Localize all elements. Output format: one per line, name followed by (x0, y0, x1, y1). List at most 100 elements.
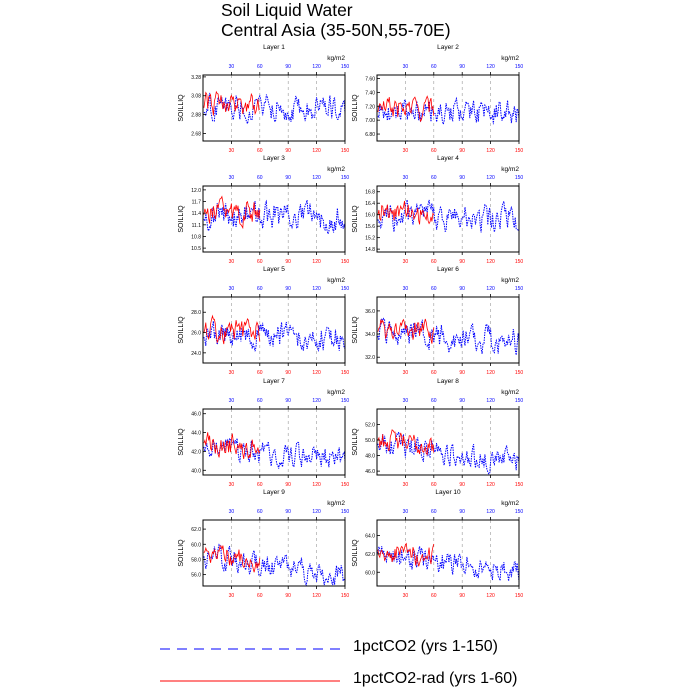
layer-1-bottom-tick-label-60: 60 (257, 148, 263, 154)
layer-4-y-tick-label-16.4: 16.4 (365, 201, 375, 207)
layer-9-y-tick-label-60.0: 60.0 (191, 542, 201, 548)
layer-9-top-tick-label-120: 120 (312, 509, 321, 515)
layer-5-top-tick-label-60: 60 (257, 286, 263, 292)
layer-7-series-1pctCO2-rad (203, 432, 261, 459)
layer-2-bottom-tick-label-150: 150 (515, 148, 524, 154)
layer-6-series-1pctCO2-rad (377, 318, 435, 344)
layer-7-y-tick-label-42.0: 42.0 (191, 449, 201, 455)
layer-9-title: Layer 9 (263, 489, 285, 496)
layer-1-top-tick-label-90: 90 (285, 64, 291, 70)
layer-2-series-1pctCO2 (377, 96, 520, 127)
layer-3-bottom-tick-label-150: 150 (341, 259, 350, 265)
layer-8-y-tick-label-46.0: 46.0 (365, 469, 375, 475)
layer-4-y-tick-label-14.8: 14.8 (365, 247, 375, 253)
layer-6-bottom-tick-label-150: 150 (515, 370, 524, 376)
layer-7-bottom-tick-label-120: 120 (312, 482, 321, 488)
layer-2-bottom-tick-label-120: 120 (486, 148, 495, 154)
layer-1-top-tick-label-30: 30 (229, 64, 235, 70)
layer-6-bottom-tick-label-120: 120 (486, 370, 495, 376)
layer-2-series-1pctCO2-rad (377, 95, 435, 123)
layer-10-y-tick-label-62.0: 62.0 (365, 552, 375, 558)
layer-3-series-1pctCO2-rad (203, 195, 261, 230)
layer-1-bottom-tick-label-90: 90 (285, 148, 291, 154)
layer-9-units: kg/m2 (327, 500, 345, 507)
layer-6-y-tick-label-36.0: 36.0 (365, 309, 375, 315)
layer-5-bottom-tick-label-90: 90 (285, 370, 291, 376)
layer-8-ylabel: SOILLIQ (352, 428, 359, 456)
layer-7-bottom-tick-label-60: 60 (257, 482, 263, 488)
layer-7-y-tick-label-40.0: 40.0 (191, 468, 201, 474)
layer-1-series-1pctCO2-rad (203, 90, 261, 116)
layer-5-y-tick-label-24.0: 24.0 (191, 351, 201, 357)
layer-9-bottom-tick-label-120: 120 (312, 593, 321, 599)
layer-1-y-tick-label-2.88: 2.88 (191, 113, 201, 119)
layer-6-bottom-tick-label-90: 90 (459, 370, 465, 376)
layer-8-y-tick-label-52.0: 52.0 (365, 423, 375, 429)
layer-4-y-tick-label-15.6: 15.6 (365, 224, 375, 230)
layer-4-title: Layer 4 (437, 155, 459, 162)
layer-1-ylabel: SOILLIQ (178, 94, 185, 122)
layer-4-series-1pctCO2 (377, 199, 520, 233)
layer-5-units: kg/m2 (327, 277, 345, 284)
layer-7-bottom-tick-label-90: 90 (285, 482, 291, 488)
layer-4-bottom-tick-label-150: 150 (515, 259, 524, 265)
layer-4-top-tick-label-150: 150 (515, 175, 524, 181)
layer-8-top-tick-label-120: 120 (486, 398, 495, 404)
layer-1-bottom-tick-label-30: 30 (229, 148, 235, 154)
layer-7-bottom-tick-label-150: 150 (341, 482, 350, 488)
title-line-1: Soil Liquid Water (221, 0, 353, 20)
layer-7-y-tick-label-46.0: 46.0 (191, 412, 201, 418)
layer-6-ylabel: SOILLIQ (352, 316, 359, 344)
layer-8-series-1pctCO2 (377, 430, 520, 475)
layer-10-y-tick-label-60.0: 60.0 (365, 570, 375, 576)
layer-2-bottom-tick-label-30: 30 (403, 148, 409, 154)
layer-7-top-tick-label-150: 150 (341, 398, 350, 404)
layer-10-bottom-tick-label-60: 60 (431, 593, 437, 599)
layer-6-frame (376, 296, 520, 364)
layer-3-series-1pctCO2 (203, 199, 346, 236)
layer-4-y-tick-label-16.8: 16.8 (365, 190, 375, 196)
layer-5-y-tick-label-28.0: 28.0 (191, 310, 201, 316)
layer-1-top-tick-label-60: 60 (257, 64, 263, 70)
layer-3-bottom-tick-label-30: 30 (229, 259, 235, 265)
layer-6-top-tick-label-30: 30 (403, 286, 409, 292)
layer-6-title: Layer 6 (437, 266, 459, 273)
layer-2-y-tick-label-6.80: 6.80 (365, 132, 375, 138)
layer-2-top-tick-label-120: 120 (486, 64, 495, 70)
layer-7-title: Layer 7 (263, 378, 285, 385)
layer-7-top-tick-label-30: 30 (229, 398, 235, 404)
layer-7-units: kg/m2 (327, 389, 345, 396)
layer-5-top-tick-label-120: 120 (312, 286, 321, 292)
layer-10-top-tick-label-150: 150 (515, 509, 524, 515)
layer-9-top-tick-label-30: 30 (229, 509, 235, 515)
layer-5-ylabel: SOILLIQ (178, 316, 185, 344)
layer-6-bottom-tick-label-60: 60 (431, 370, 437, 376)
layer-10-y-tick-label-64.0: 64.0 (365, 534, 375, 540)
layer-4-ylabel: SOILLIQ (352, 205, 359, 233)
layer-9-series-1pctCO2 (203, 543, 346, 587)
layer-5-series-1pctCO2-rad (203, 314, 261, 345)
layer-4-bottom-tick-label-90: 90 (459, 259, 465, 265)
layer-5-top-tick-label-150: 150 (341, 286, 350, 292)
layer-5-series-1pctCO2 (203, 321, 345, 352)
layer-5-y-tick-label-26.0: 26.0 (191, 331, 201, 337)
layer-10-top-tick-label-30: 30 (403, 509, 409, 515)
layer-9-bottom-tick-label-30: 30 (229, 593, 235, 599)
layer-2-top-tick-label-30: 30 (403, 64, 409, 70)
layer-10-series-1pctCO2 (377, 545, 520, 582)
legend-lines (160, 648, 340, 682)
layer-8-series-1pctCO2-rad (377, 429, 435, 456)
layer-2-units: kg/m2 (501, 55, 519, 62)
layer-2-y-tick-label-7.00: 7.00 (365, 118, 375, 124)
layer-10-bottom-tick-label-90: 90 (459, 593, 465, 599)
layer-6-y-tick-label-32.0: 32.0 (365, 355, 375, 361)
layer-2-y-tick-label-7.60: 7.60 (365, 76, 375, 82)
layer-6-series-1pctCO2 (377, 317, 520, 356)
layer-4-frame (376, 185, 520, 253)
layer-10-title: Layer 10 (435, 489, 461, 496)
layer-8-units: kg/m2 (501, 389, 519, 396)
layer-4-units: kg/m2 (501, 166, 519, 173)
layer-4-top-tick-label-30: 30 (403, 175, 409, 181)
layer-panels-chart: Layer 1 kg/m2 30 60 90 120 150 30 60 90 120 150 2.68… (178, 44, 524, 599)
layer-9-frame (202, 519, 346, 587)
